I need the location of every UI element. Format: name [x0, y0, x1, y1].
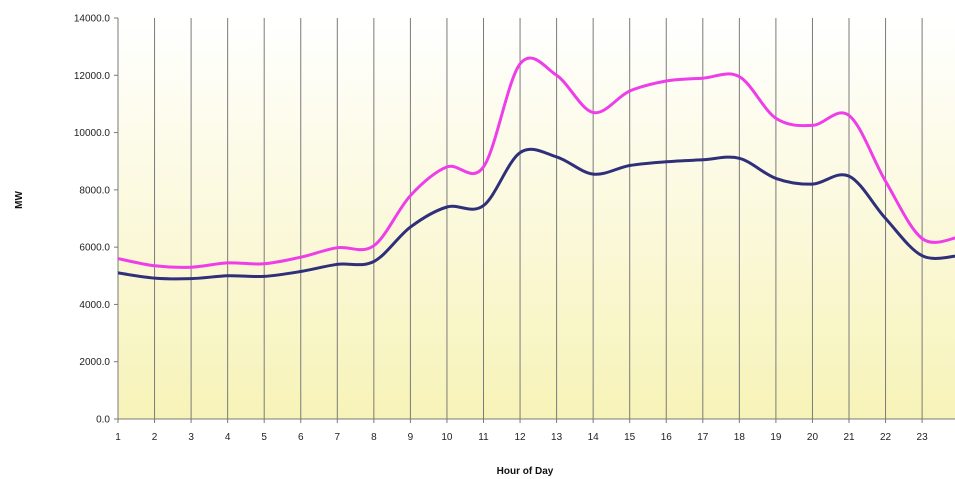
x-tick-label: 21: [843, 432, 855, 443]
x-tick-label: 3: [188, 432, 194, 443]
x-tick-label: 20: [807, 432, 819, 443]
axes: [117, 18, 955, 420]
x-tick-label: 19: [770, 432, 782, 443]
x-tick-label: 7: [335, 432, 341, 443]
vertical-gridlines: [154, 18, 923, 419]
x-tick-label: 16: [661, 432, 673, 443]
y-tick-label: 6000.0: [79, 243, 110, 254]
x-tick-label: 23: [917, 432, 929, 443]
x-tick-labels: 1 2 3 4 5 6 7 8 9 10 11 12 13 14 15 16 17 18 19 20 21 22 23: [115, 419, 928, 443]
x-tick-label: 1: [115, 432, 121, 443]
series-line-1: [118, 56, 955, 269]
x-tick-label: 12: [514, 432, 526, 443]
x-tick-label: 14: [588, 432, 600, 443]
y-tick-label: 12000.0: [74, 71, 111, 82]
x-tick-label: 11: [478, 432, 489, 443]
y-tick-label: 8000.0: [79, 185, 110, 196]
y-tick-label: 0.0: [96, 415, 110, 426]
series-lines: [118, 56, 955, 281]
plot-area: [118, 18, 955, 419]
y-tick-label: 14000.0: [74, 14, 111, 25]
x-tick-label: 10: [441, 432, 453, 443]
series-line-2: [118, 147, 955, 281]
x-tick-label: 22: [880, 432, 892, 443]
x-tick-label: 5: [261, 432, 267, 443]
x-tick-label: 6: [298, 432, 304, 443]
x-tick-label: 4: [225, 432, 231, 443]
y-axis-title: MW: [14, 191, 25, 209]
x-tick-label: 17: [697, 432, 709, 443]
x-tick-label: 9: [408, 432, 414, 443]
y-tick-label: 2000.0: [79, 357, 110, 368]
y-tick-label: 10000.0: [74, 128, 111, 139]
x-tick-label: 18: [734, 432, 746, 443]
x-axis-title: Hour of Day: [497, 466, 554, 477]
y-tick-label: 4000.0: [79, 300, 110, 311]
x-tick-label: 8: [371, 432, 377, 443]
x-tick-label: 2: [152, 432, 158, 443]
x-tick-label: 13: [551, 432, 563, 443]
y-tick-labels: 0.0 2000.0 4000.0 6000.0 8000.0 10000.0 12000.…: [74, 14, 118, 426]
x-tick-label: 15: [624, 432, 636, 443]
